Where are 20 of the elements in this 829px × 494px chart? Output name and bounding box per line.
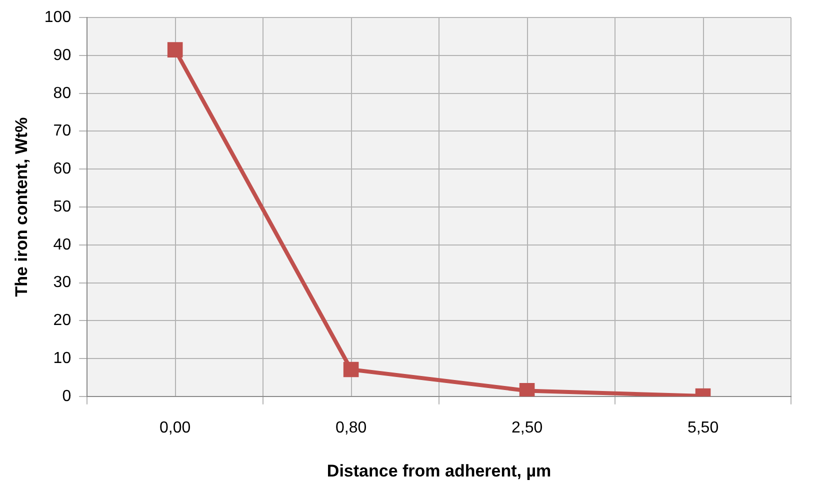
x-tick-label: 2,50 bbox=[511, 419, 543, 436]
point bbox=[167, 42, 183, 58]
y-tick-label: 90 bbox=[53, 46, 72, 64]
x-tick-label: 0,00 bbox=[160, 419, 191, 436]
y-tick-label: 20 bbox=[53, 312, 72, 330]
y-tick-label: 60 bbox=[53, 160, 72, 178]
point bbox=[343, 362, 359, 378]
y-tick-label: 70 bbox=[53, 122, 72, 140]
y-tick-label: 80 bbox=[53, 84, 72, 102]
y-tick-label: 40 bbox=[53, 236, 72, 254]
y-tick-label: 0 bbox=[62, 388, 72, 405]
y-tick-label: 30 bbox=[53, 274, 72, 292]
y-axis-title: The iron content, Wt% bbox=[12, 117, 31, 297]
point bbox=[519, 383, 535, 396]
y-tick-label: 10 bbox=[53, 350, 72, 367]
x-tick-label: 5,50 bbox=[687, 419, 719, 436]
x-axis-title: Distance from adherent, µm bbox=[326, 461, 552, 480]
y-tick-label: 50 bbox=[53, 198, 72, 216]
x-tick-label: 0,80 bbox=[335, 419, 367, 436]
y-tick-label: 100 bbox=[44, 9, 72, 26]
